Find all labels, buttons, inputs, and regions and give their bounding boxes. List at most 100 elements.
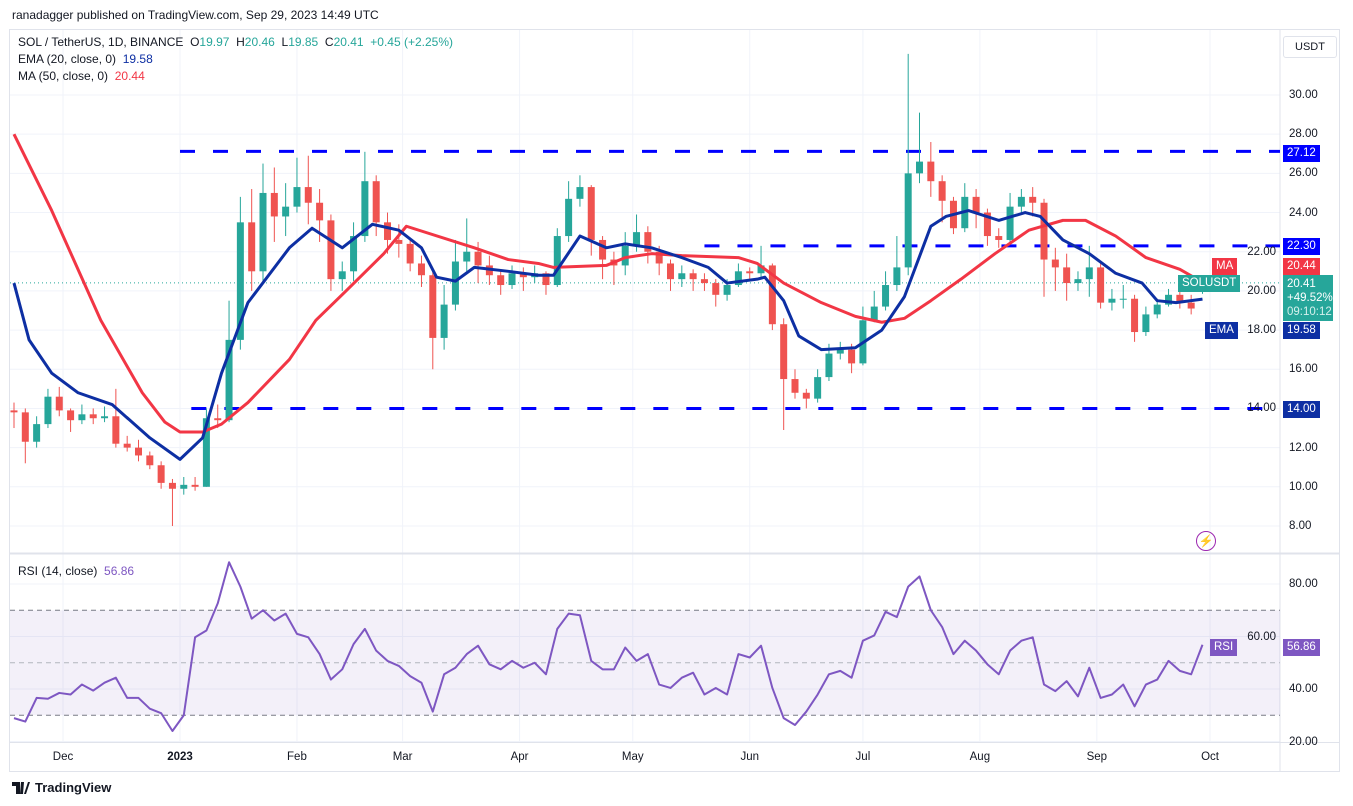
close-label: C (324, 35, 334, 49)
time-tick-label: Sep (1086, 751, 1108, 763)
candle-body (101, 416, 109, 419)
ema-tag: EMA (1205, 322, 1238, 339)
open-value: 19.97 (199, 35, 230, 49)
candle-body (723, 285, 731, 295)
candle-body (633, 232, 641, 246)
candle-body (123, 443, 131, 448)
tradingview-logo-icon (12, 781, 30, 794)
price-tick-label: 16.00 (1289, 363, 1318, 376)
candle-body (1176, 294, 1184, 303)
candle-body (282, 206, 290, 217)
rsi-label: RSI (14, close) (18, 564, 98, 578)
ema-price-label: 19.58 (1283, 322, 1320, 339)
candle-body (1153, 304, 1161, 315)
candle-body (565, 198, 573, 237)
candle-body (553, 236, 561, 286)
ma-label: MA (50, close, 0) (18, 69, 109, 83)
candle-body (89, 414, 97, 419)
candle-body (655, 251, 663, 264)
rsi-tag: RSI (1210, 639, 1238, 656)
ma50-line (12, 133, 1204, 434)
candle-body (870, 306, 878, 321)
ema-value: 19.58 (122, 52, 153, 66)
tradingview-logo[interactable]: TradingView (12, 780, 111, 795)
level-label-2712: 27.12 (1283, 145, 1320, 162)
candle-body (576, 187, 584, 199)
rsi-tick-label: 60.00 (1247, 630, 1276, 643)
candle-body (1051, 259, 1059, 268)
candle-body (474, 251, 482, 266)
candle-body (361, 181, 369, 237)
candle-body (225, 339, 233, 421)
candle-body (666, 263, 674, 280)
candle-body (33, 424, 41, 442)
candle-body (848, 349, 856, 364)
chart-frame (9, 29, 1340, 772)
candle-body (802, 392, 810, 399)
level-label-1400: 14.00 (1283, 401, 1320, 418)
candle-body (429, 275, 437, 338)
candle-body (519, 273, 527, 278)
rsi-legend[interactable]: RSI (14, close) 56.86 (18, 564, 134, 578)
last-price-label: 20.41 +49.52% 09:10:12 (1283, 275, 1333, 321)
candle-body (293, 187, 301, 207)
ma-value: 20.44 (114, 69, 145, 83)
currency-button[interactable]: USDT (1283, 36, 1337, 58)
candle-body (134, 447, 142, 456)
candle-body (112, 416, 120, 444)
low-label: L (281, 35, 289, 49)
time-tick-label: Oct (1201, 751, 1219, 763)
price-tick-label: 28.00 (1289, 128, 1318, 141)
candle-body (1187, 302, 1195, 309)
candle-body (78, 414, 86, 421)
candle-body (406, 243, 414, 264)
ema-legend[interactable]: EMA (20, close, 0) 19.58 (18, 52, 153, 66)
candle-body (168, 482, 176, 489)
high-value: 20.46 (244, 35, 275, 49)
candle-body (497, 275, 505, 286)
candle-body (1074, 279, 1082, 284)
candle-body (712, 283, 720, 295)
price-tick-label: 18.00 (1247, 324, 1276, 337)
price-tick-label: 30.00 (1289, 89, 1318, 101)
time-tick-label: Mar (392, 751, 413, 763)
candle-body (700, 279, 708, 284)
candle-body (836, 349, 844, 354)
time-tick-label: Aug (969, 751, 991, 763)
candle-body (1029, 196, 1037, 203)
change-percent: +49.52% (1287, 292, 1333, 304)
candle-body (983, 212, 991, 237)
candle-body (395, 239, 403, 244)
candle-body (463, 251, 471, 262)
candle-body (621, 245, 629, 266)
price-tick-label: 22.00 (1247, 245, 1276, 258)
candle-body (768, 265, 776, 325)
candle-body (259, 192, 267, 272)
time-tick-label: Feb (287, 751, 307, 763)
candle-body (214, 418, 222, 421)
change-value: +0.45 (+2.25%) (370, 35, 453, 49)
candle-body (1165, 294, 1173, 305)
rsi-tick-label: 40.00 (1289, 683, 1318, 695)
symbol-title[interactable]: SOL / TetherUS, 1D, BINANCE (18, 35, 184, 49)
rsi-tick-label: 20.00 (1289, 735, 1318, 748)
candle-body (236, 222, 244, 340)
bar-countdown: 09:10:12 (1287, 306, 1332, 318)
candle-body (644, 232, 652, 252)
candle-body (814, 377, 822, 399)
candle-body (780, 324, 788, 380)
ma-price-label: 20.44 (1283, 258, 1320, 275)
candle-body (1108, 298, 1116, 303)
time-tick-label: May (621, 751, 644, 763)
high-label: H (236, 35, 245, 49)
time-tick-label: Jun (740, 751, 759, 763)
candle-body (180, 484, 188, 489)
lightning-icon[interactable]: ⚡ (1196, 531, 1216, 551)
candle-body (202, 418, 210, 487)
rsi-tick-label: 80.00 (1289, 578, 1318, 590)
candle-body (508, 273, 516, 286)
candle-body (440, 304, 448, 338)
candle-body (757, 265, 765, 274)
ma-legend[interactable]: MA (50, close, 0) 20.44 (18, 69, 145, 83)
